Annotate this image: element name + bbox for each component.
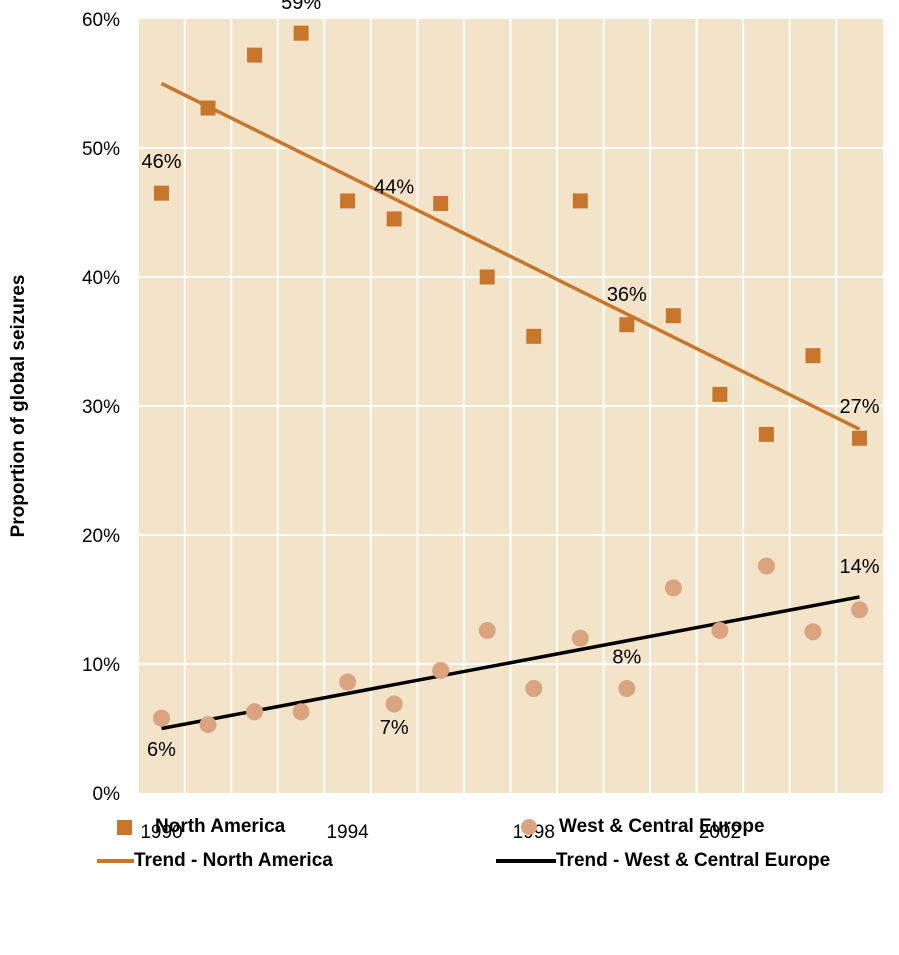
data-label: 27%: [839, 396, 879, 418]
north-america-point: [619, 317, 634, 332]
west-central-europe-point: [432, 662, 449, 679]
north-america-point: [759, 427, 774, 442]
north-america-point: [666, 308, 681, 323]
west-central-europe-point: [246, 703, 263, 720]
y-tick-label: 10%: [82, 655, 120, 676]
north-america-point: [526, 329, 541, 344]
x-tick-label: 1998: [513, 822, 555, 843]
north-america-point: [201, 101, 216, 116]
y-axis-label: Proportion of global seizures: [8, 275, 29, 538]
data-label: 46%: [141, 151, 181, 173]
west-central-europe-point: [153, 710, 170, 727]
north-america-point: [433, 196, 448, 211]
north-america-point: [340, 193, 355, 208]
data-label: 8%: [612, 646, 641, 668]
north-america-point: [852, 431, 867, 446]
west-central-europe-point: [525, 680, 542, 697]
data-label: 44%: [374, 177, 414, 199]
west-central-europe-point: [758, 557, 775, 574]
data-label: 7%: [380, 717, 409, 739]
data-label: 14%: [839, 556, 879, 578]
west-central-europe-point: [386, 695, 403, 712]
west-central-europe-point: [851, 601, 868, 618]
y-tick-label: 20%: [82, 526, 120, 547]
west-central-europe-point: [572, 630, 589, 647]
west-central-europe-point: [479, 622, 496, 639]
west-central-europe-point: [711, 622, 728, 639]
west-central-europe-point: [804, 623, 821, 640]
data-label: 36%: [607, 284, 647, 306]
north-america-point: [294, 26, 309, 41]
north-america-point: [387, 211, 402, 226]
x-tick-label: 2002: [699, 822, 741, 843]
north-america-point: [247, 48, 262, 63]
north-america-point: [480, 270, 495, 285]
west-central-europe-point: [618, 680, 635, 697]
west-central-europe-point: [293, 703, 310, 720]
north-america-point: [154, 186, 169, 201]
west-central-europe-point: [339, 674, 356, 691]
y-tick-label: 40%: [82, 268, 120, 289]
y-tick-label: 50%: [82, 139, 120, 160]
north-america-point: [712, 387, 727, 402]
west-central-europe-point: [200, 716, 217, 733]
data-label: 6%: [147, 739, 176, 761]
north-america-point: [573, 193, 588, 208]
x-tick-label: 1990: [140, 822, 182, 843]
y-tick-label: 0%: [93, 784, 121, 805]
north-america-point: [805, 348, 820, 363]
x-axis: 1990 1994 1998 2002: [140, 822, 741, 843]
x-tick-label: 1994: [326, 822, 369, 843]
west-central-europe-point: [665, 579, 682, 596]
y-tick-label: 60%: [82, 10, 120, 31]
data-label: 59%: [281, 0, 321, 14]
y-axis: 0% 10% 20% 30% 40% 50% 60%: [82, 10, 120, 805]
y-tick-label: 30%: [82, 397, 120, 418]
